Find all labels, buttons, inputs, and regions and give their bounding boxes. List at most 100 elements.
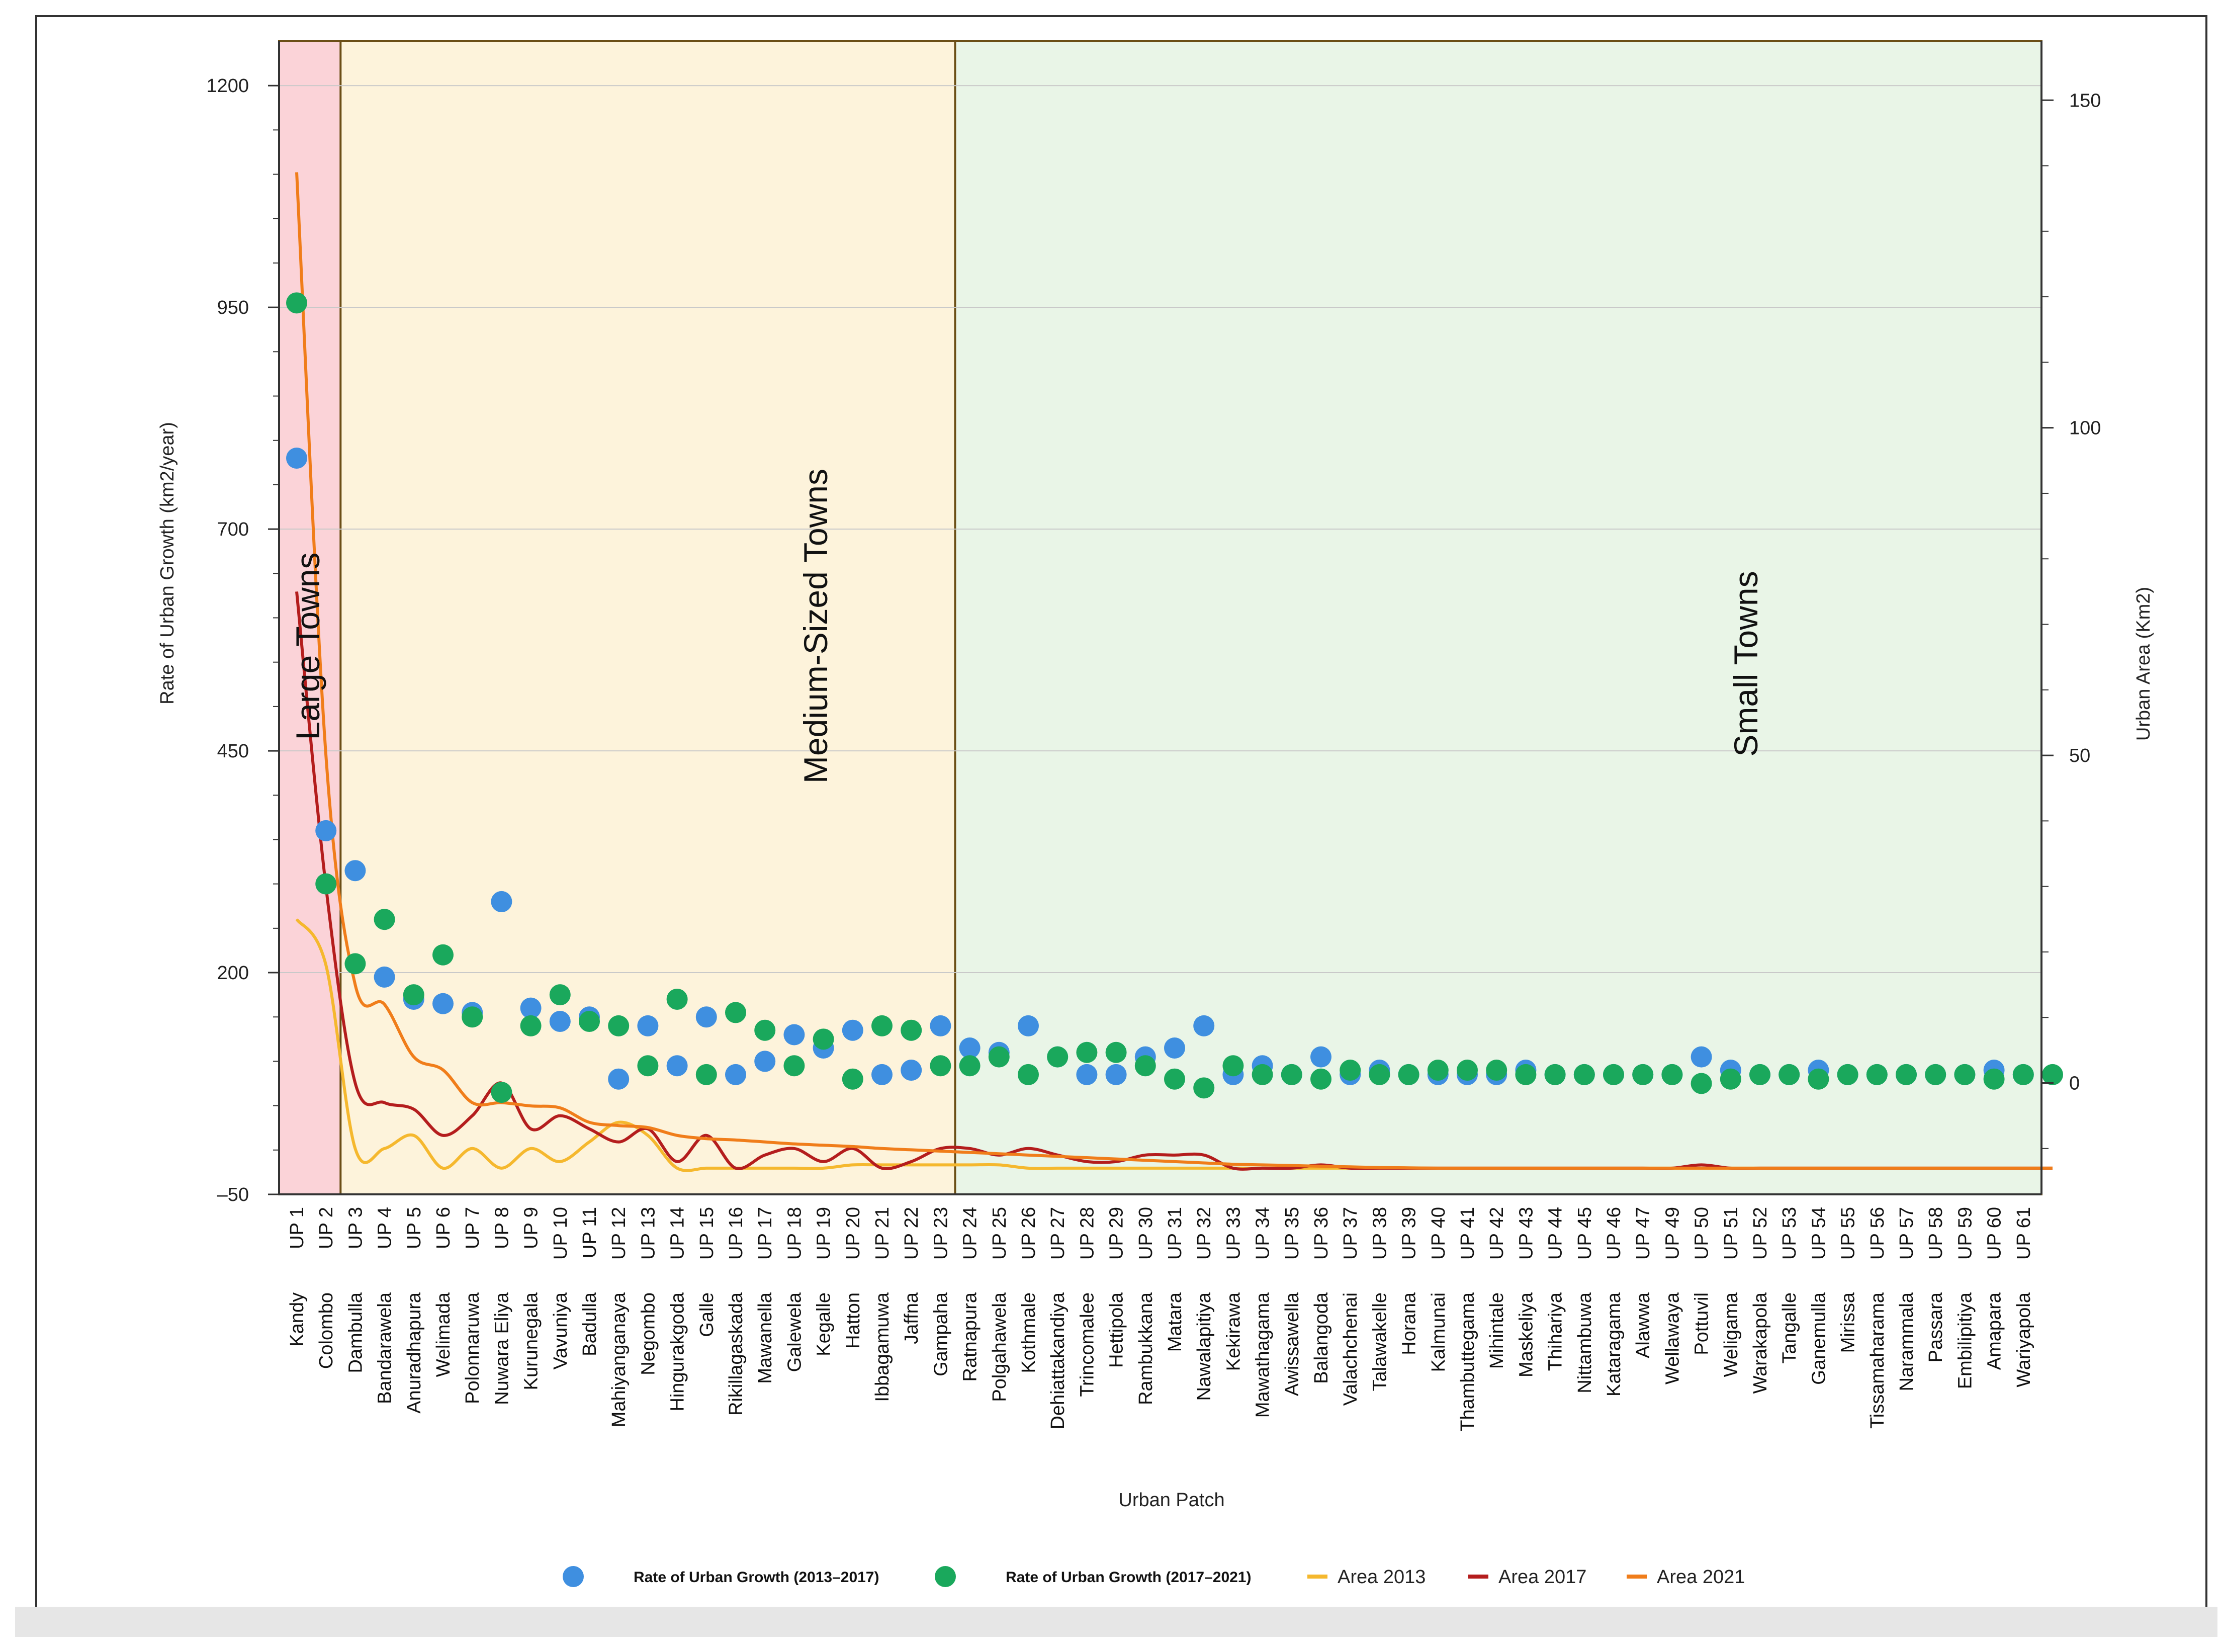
point-growth-2017-2021 [579, 1011, 600, 1032]
x-tick-label-town: Pottuvil [1692, 1292, 1713, 1355]
point-growth-2017-2021 [637, 1055, 659, 1077]
x-tick-label-patch: UP 34 [1253, 1207, 1274, 1260]
point-growth-2017-2021 [1749, 1064, 1770, 1085]
point-growth-2017-2021 [988, 1046, 1010, 1068]
x-tick-label-town: Nuwara Eliya [491, 1292, 512, 1405]
x-tick-label-patch: UP 22 [901, 1207, 922, 1260]
point-growth-2017-2021 [959, 1055, 981, 1077]
y-axis-right-label: Urban Area (Km2) [2133, 587, 2154, 741]
x-tick-label-patch: UP 18 [784, 1207, 805, 1260]
x-tick-label-town: Anuradhapura [404, 1292, 425, 1414]
point-growth-2013-2017 [344, 860, 366, 882]
x-tick-label-patch: UP 28 [1077, 1207, 1098, 1260]
x-tick-label-patch: UP 6 [433, 1207, 454, 1249]
point-growth-2017-2021 [842, 1068, 863, 1090]
y-left-tick-label: 450 [217, 741, 249, 762]
point-growth-2017-2021 [1310, 1068, 1331, 1090]
point-growth-2013-2017 [930, 1015, 951, 1036]
point-growth-2017-2021 [813, 1028, 834, 1050]
x-tick-label-patch: UP 3 [345, 1207, 366, 1249]
x-tick-label-town: Mirissa [1838, 1292, 1859, 1353]
y-axis-left-label: Rate of Urban Growth (km2/year) [157, 422, 178, 705]
x-tick-label-patch: UP 45 [1574, 1207, 1595, 1260]
x-tick-label-patch: UP 41 [1457, 1207, 1478, 1260]
x-tick-label-town: Valachchenai [1340, 1292, 1361, 1406]
point-growth-2013-2017 [754, 1051, 776, 1072]
point-growth-2013-2017 [637, 1015, 659, 1036]
point-growth-2017-2021 [491, 1082, 512, 1103]
x-tick-label-patch: UP 29 [1106, 1207, 1127, 1260]
point-growth-2017-2021 [1222, 1055, 1244, 1077]
x-tick-label-patch: UP 5 [404, 1207, 425, 1249]
point-growth-2017-2021 [1544, 1064, 1566, 1085]
x-tick-label-town: Embilipitiya [1954, 1292, 1976, 1389]
figure-bottom-bar [15, 1607, 2217, 1637]
x-tick-label-town: Dambulla [345, 1292, 366, 1373]
point-growth-2017-2021 [725, 1002, 746, 1023]
x-tick-label-town: Hatton [843, 1292, 864, 1349]
x-tick-label-town: Maskeliya [1516, 1292, 1537, 1377]
point-growth-2017-2021 [1691, 1073, 1712, 1094]
x-tick-label-town: Vavuniya [550, 1292, 571, 1369]
x-tick-label-patch: UP 57 [1896, 1207, 1917, 1260]
x-tick-label-patch: UP 33 [1223, 1207, 1244, 1260]
y-left-tick-label: –50 [217, 1184, 249, 1205]
x-tick-label-town: Nittambuwa [1574, 1292, 1595, 1393]
x-tick-label-patch: UP 59 [1954, 1207, 1976, 1260]
point-growth-2017-2021 [1134, 1055, 1156, 1077]
region-label-medium-sized-towns: Medium-Sized Towns [797, 469, 834, 784]
point-growth-2013-2017 [695, 1006, 717, 1028]
legend-marker [563, 1566, 584, 1587]
point-growth-2013-2017 [374, 966, 395, 988]
point-growth-2017-2021 [1018, 1064, 1039, 1085]
point-growth-2017-2021 [1896, 1064, 1917, 1085]
x-tick-label-town: Tangalle [1779, 1292, 1800, 1364]
x-tick-label-patch: UP 4 [375, 1207, 396, 1249]
x-tick-label-town: Warakapola [1750, 1292, 1771, 1394]
x-tick-label-town: Badulla [579, 1292, 600, 1356]
point-growth-2017-2021 [549, 984, 571, 1006]
x-tick-label-town: Mahiyanganaya [608, 1292, 630, 1427]
x-tick-label-patch: UP 51 [1721, 1207, 1742, 1260]
x-tick-label-patch: UP 10 [550, 1207, 571, 1260]
x-tick-label-patch: UP 42 [1486, 1207, 1507, 1260]
x-tick-label-town: Awissawella [1282, 1292, 1303, 1396]
x-tick-label-town: Nawalapitiya [1194, 1292, 1215, 1401]
x-tick-label-town: Kegalle [814, 1292, 835, 1356]
point-growth-2013-2017 [901, 1060, 922, 1081]
x-tick-label-town: Ratnapura [960, 1292, 981, 1381]
x-tick-label-patch: UP 31 [1165, 1207, 1186, 1260]
x-tick-label-town: Colombo [316, 1292, 337, 1369]
x-tick-label-town: Weligama [1721, 1292, 1742, 1377]
x-tick-label-patch: UP 13 [638, 1207, 659, 1260]
point-growth-2017-2021 [1661, 1064, 1683, 1085]
point-growth-2013-2017 [1018, 1015, 1039, 1036]
x-tick-label-town: Bandarawela [375, 1292, 396, 1404]
x-tick-label-town: Galle [696, 1292, 718, 1337]
x-tick-label-patch: UP 1 [287, 1207, 308, 1249]
point-growth-2017-2021 [520, 1015, 542, 1036]
x-tick-label-patch: UP 7 [462, 1207, 483, 1249]
point-growth-2017-2021 [462, 1006, 483, 1028]
x-tick-label-patch: UP 21 [872, 1207, 893, 1260]
x-tick-label-patch: UP 60 [1984, 1207, 2005, 1260]
x-tick-label-town: Kataragama [1604, 1292, 1625, 1397]
point-growth-2017-2021 [871, 1015, 893, 1036]
x-tick-label-patch: UP 26 [1018, 1207, 1039, 1260]
point-growth-2017-2021 [1720, 1068, 1741, 1090]
point-growth-2017-2021 [344, 953, 366, 975]
x-tick-label-town: Amapara [1984, 1292, 2005, 1370]
x-tick-label-town: Mihintale [1486, 1292, 1507, 1369]
region-label-large-towns: Large Towns [289, 552, 326, 740]
x-tick-label-patch: UP 25 [989, 1207, 1010, 1260]
x-tick-label-town: Wariyapola [2013, 1292, 2034, 1387]
x-tick-label-town: Jaffna [901, 1292, 922, 1344]
point-growth-2017-2021 [1925, 1064, 1946, 1085]
point-growth-2013-2017 [1193, 1015, 1215, 1036]
point-growth-2017-2021 [1603, 1064, 1624, 1085]
x-tick-label-patch: UP 44 [1545, 1207, 1566, 1260]
region-band [955, 41, 2041, 1194]
x-tick-label-town: Mawathagama [1253, 1292, 1274, 1418]
point-growth-2017-2021 [1866, 1064, 1888, 1085]
